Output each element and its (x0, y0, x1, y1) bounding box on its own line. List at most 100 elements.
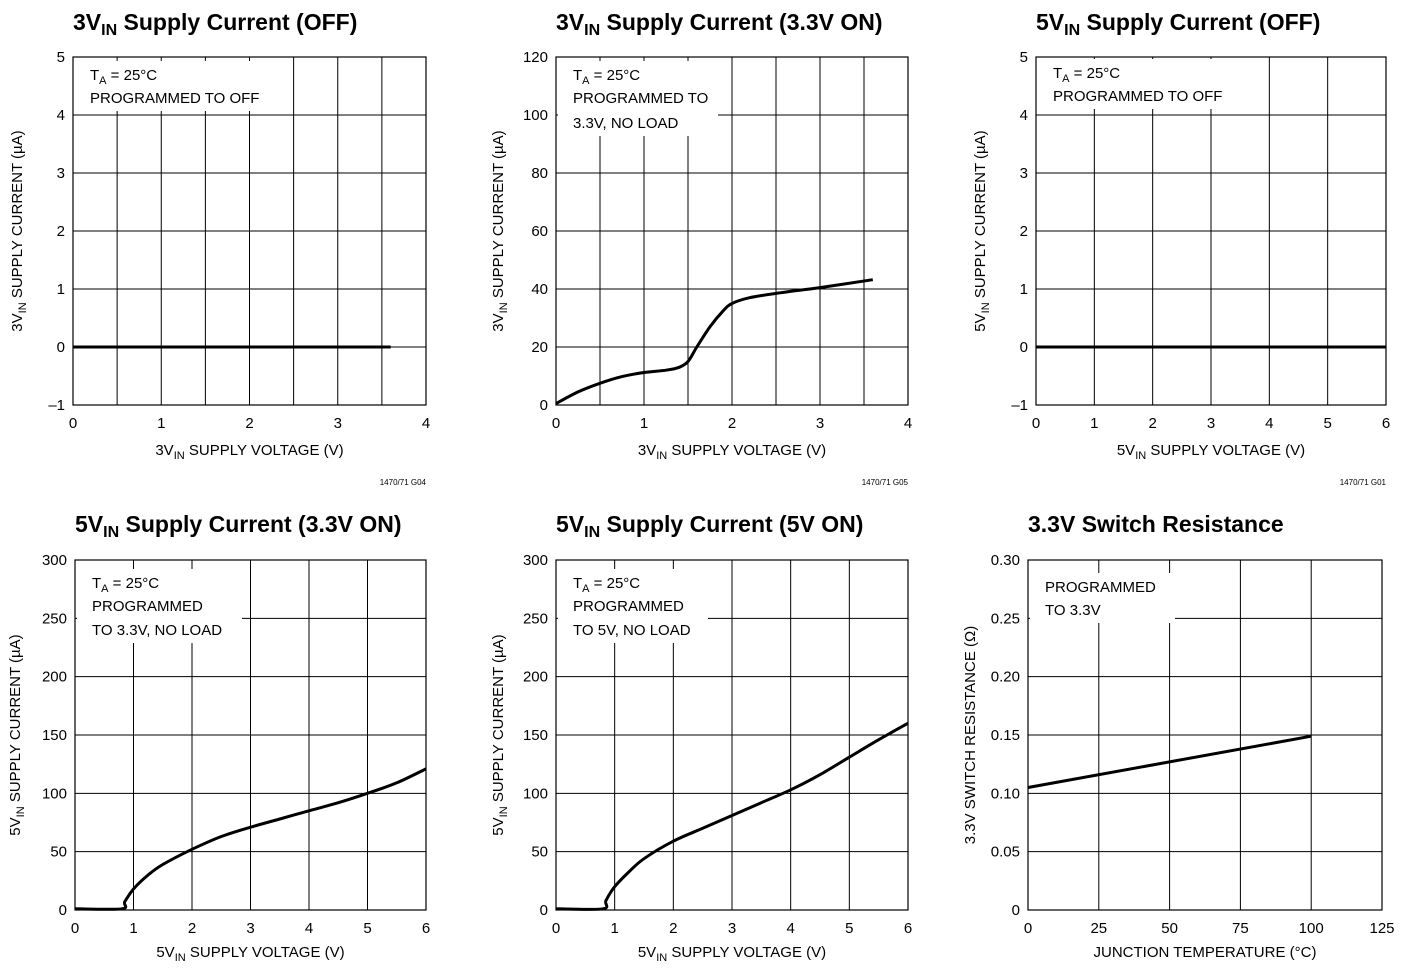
chart-5vin-3v3-on-y-tick-label: 50 (50, 844, 67, 861)
chart-switch-resistance-y-tick-label: 0.15 (991, 727, 1020, 744)
chart-3vin-off-title: 3VIN Supply Current (OFF) (73, 9, 357, 39)
chart-5vin-5v-on: 5VIN Supply Current (5V ON) TA = 25°C PROG… (490, 511, 912, 964)
chart-5vin-off-x-tick-label: 6 (1382, 415, 1390, 432)
chart-5vin-5v-on-y-axis-label: 5VIN SUPPLY CURRENT (µA) (490, 634, 510, 835)
chart-3vin-3v3-on-series-line (555, 278, 874, 405)
chart-switch-resistance-x-tick-label: 125 (1369, 920, 1394, 937)
chart-switch-resistance-y-tick-label: 0.20 (991, 669, 1020, 686)
chart-3vin-off-y-tick-label: –1 (48, 397, 65, 414)
chart-switch-resistance-note-bg (1030, 573, 1175, 623)
chart-3vin-3v3-on-y-tick-label: 0 (540, 397, 548, 414)
chart-3vin-off-x-tick-label: 2 (245, 415, 253, 432)
chart-5vin-off-x-tick-label: 3 (1207, 415, 1215, 432)
chart-3vin-off-y-tick-label: 0 (57, 339, 65, 356)
chart-5vin-off-y-tick-label: 4 (1020, 107, 1028, 124)
chart-3vin-3v3-on-y-tick-label: 80 (531, 165, 548, 182)
chart-3vin-off-x-tick-label: 4 (422, 415, 430, 432)
chart-5vin-5v-on-title: 5VIN Supply Current (5V ON) (556, 511, 863, 541)
chart-5vin-5v-on-y-tick-label: 100 (523, 785, 548, 802)
chart-5vin-5v-on-y-tick-label: 50 (531, 844, 548, 861)
chart-5vin-5v-on-y-tick-label: 150 (523, 727, 548, 744)
chart-5vin-5v-on-y-tick-label: 300 (523, 552, 548, 569)
chart-5vin-5v-on-y-tick-label: 250 (523, 610, 548, 627)
chart-3vin-3v3-on-y-tick-label: 100 (523, 107, 548, 124)
chart-5vin-5v-on-x-tick-label: 6 (904, 920, 912, 937)
chart-3vin-off-plot-frame (72, 56, 427, 406)
chart-switch-resistance-series-line (1027, 734, 1312, 789)
chart-5vin-3v3-on-x-tick-label: 2 (188, 920, 196, 937)
chart-5vin-3v3-on-y-tick-label: 250 (42, 610, 67, 627)
chart-5vin-3v3-on-y-tick-label: 300 (42, 552, 67, 569)
chart-5vin-3v3-on-title: 5VIN Supply Current (3.3V ON) (75, 511, 402, 541)
chart-5vin-3v3-on-note-line: PROGRAMMED (92, 598, 203, 615)
chart-3vin-3v3-on-y-tick-label: 40 (531, 281, 548, 298)
chart-3vin-3v3-on-x-tick-label: 4 (904, 415, 912, 432)
chart-5vin-off-y-tick-label: 1 (1020, 281, 1028, 298)
chart-3vin-off-x-axis-label: 3VIN SUPPLY VOLTAGE (V) (155, 442, 343, 462)
chart-5vin-off-title: 5VIN Supply Current (OFF) (1036, 9, 1320, 39)
chart-3vin-off-figure-code: 1470/71 G04 (380, 478, 427, 487)
chart-5vin-5v-on-x-tick-label: 2 (669, 920, 677, 937)
chart-switch-resistance-x-tick-label: 0 (1024, 920, 1032, 937)
chart-5vin-off-y-tick-label: 3 (1020, 165, 1028, 182)
chart-switch-resistance: 3.3V Switch Resistance PROGRAMMED TO 3.3V 0… (962, 511, 1395, 961)
chart-5vin-off-y-axis-label: 5VIN SUPPLY CURRENT (µA) (972, 130, 992, 331)
chart-3vin-3v3-on-y-tick-label: 20 (531, 339, 548, 356)
chart-3vin-3v3-on-note-bg (558, 61, 718, 136)
chart-5vin-off-y-tick-label: 2 (1020, 223, 1028, 240)
chart-switch-resistance-note-line: TO 3.3V (1045, 602, 1101, 619)
chart-5vin-off-note-line: PROGRAMMED TO OFF (1053, 88, 1222, 105)
chart-5vin-off-y-tick-label: 0 (1020, 339, 1028, 356)
chart-3vin-off-x-tick-label: 3 (334, 415, 342, 432)
chart-5vin-off-x-tick-label: 2 (1148, 415, 1156, 432)
chart-3vin-3v3-on-x-tick-label: 2 (728, 415, 736, 432)
chart-5vin-3v3-on-y-tick-label: 150 (42, 727, 67, 744)
chart-5vin-3v3-on-y-axis-label: 5VIN SUPPLY CURRENT (µA) (7, 634, 27, 835)
chart-3vin-off-note-line: TA = 25°C (90, 67, 157, 87)
chart-3vin-3v3-on-note-line: PROGRAMMED TO (573, 90, 708, 107)
chart-switch-resistance-y-tick-label: 0.10 (991, 785, 1020, 802)
chart-3vin-3v3-on-x-tick-label: 3 (816, 415, 824, 432)
chart-5vin-off-x-axis-label: 5VIN SUPPLY VOLTAGE (V) (1117, 442, 1305, 462)
chart-3vin-3v3-on-note-line: TA = 25°C (573, 67, 640, 87)
chart-5vin-5v-on-x-tick-label: 1 (610, 920, 618, 937)
chart-5vin-5v-on-note-bg (558, 569, 708, 643)
chart-3vin-3v3-on-title: 3VIN Supply Current (3.3V ON) (556, 9, 883, 39)
chart-switch-resistance-plot-frame (1027, 559, 1383, 911)
chart-5vin-3v3-on-plot-frame (74, 559, 427, 911)
chart-3vin-off-y-tick-label: 3 (57, 165, 65, 182)
chart-3vin-3v3-on-x-tick-label: 0 (552, 415, 560, 432)
chart-5vin-5v-on-x-tick-label: 3 (728, 920, 736, 937)
chart-5vin-off-note-line: TA = 25°C (1053, 65, 1120, 85)
chart-5vin-off-x-tick-label: 1 (1090, 415, 1098, 432)
chart-5vin-3v3-on-note-line: TO 3.3V, NO LOAD (92, 622, 222, 639)
chart-5vin-3v3-on-x-tick-label: 6 (422, 920, 430, 937)
chart-5vin-3v3-on-x-tick-label: 0 (71, 920, 79, 937)
chart-switch-resistance-title: 3.3V Switch Resistance (1028, 511, 1284, 537)
chart-5vin-off-x-tick-label: 5 (1323, 415, 1331, 432)
chart-5vin-5v-on-note-line: PROGRAMMED (573, 598, 684, 615)
chart-3vin-3v3-on-plot-frame (555, 56, 909, 406)
chart-5vin-5v-on-y-tick-label: 0 (540, 902, 548, 919)
chart-3vin-off-y-tick-label: 5 (57, 49, 65, 66)
chart-3vin-3v3-on-y-tick-label: 120 (523, 49, 548, 66)
chart-5vin-off-x-tick-label: 0 (1032, 415, 1040, 432)
chart-switch-resistance-x-axis-label: JUNCTION TEMPERATURE (°C) (1094, 944, 1317, 961)
chart-5vin-3v3-on-y-tick-label: 0 (59, 902, 67, 919)
chart-switch-resistance-x-tick-label: 75 (1232, 920, 1249, 937)
chart-5vin-off-y-tick-label: –1 (1011, 397, 1028, 414)
chart-5vin-5v-on-x-axis-label: 5VIN SUPPLY VOLTAGE (V) (638, 944, 826, 964)
chart-3vin-off-y-axis-label: 3VIN SUPPLY CURRENT (µA) (9, 130, 29, 331)
chart-3vin-off-y-tick-label: 1 (57, 281, 65, 298)
chart-5vin-3v3-on-series-line (74, 767, 427, 911)
chart-5vin-3v3-on-y-tick-label: 200 (42, 669, 67, 686)
chart-5vin-5v-on-x-tick-label: 0 (552, 920, 560, 937)
chart-5vin-off-plot-frame (1035, 56, 1387, 406)
chart-3vin-off-x-tick-label: 1 (157, 415, 165, 432)
chart-5vin-5v-on-x-tick-label: 4 (786, 920, 794, 937)
chart-5vin-3v3-on-x-tick-label: 1 (129, 920, 137, 937)
chart-5vin-3v3-on-y-tick-label: 100 (42, 785, 67, 802)
chart-switch-resistance-x-tick-label: 50 (1161, 920, 1178, 937)
